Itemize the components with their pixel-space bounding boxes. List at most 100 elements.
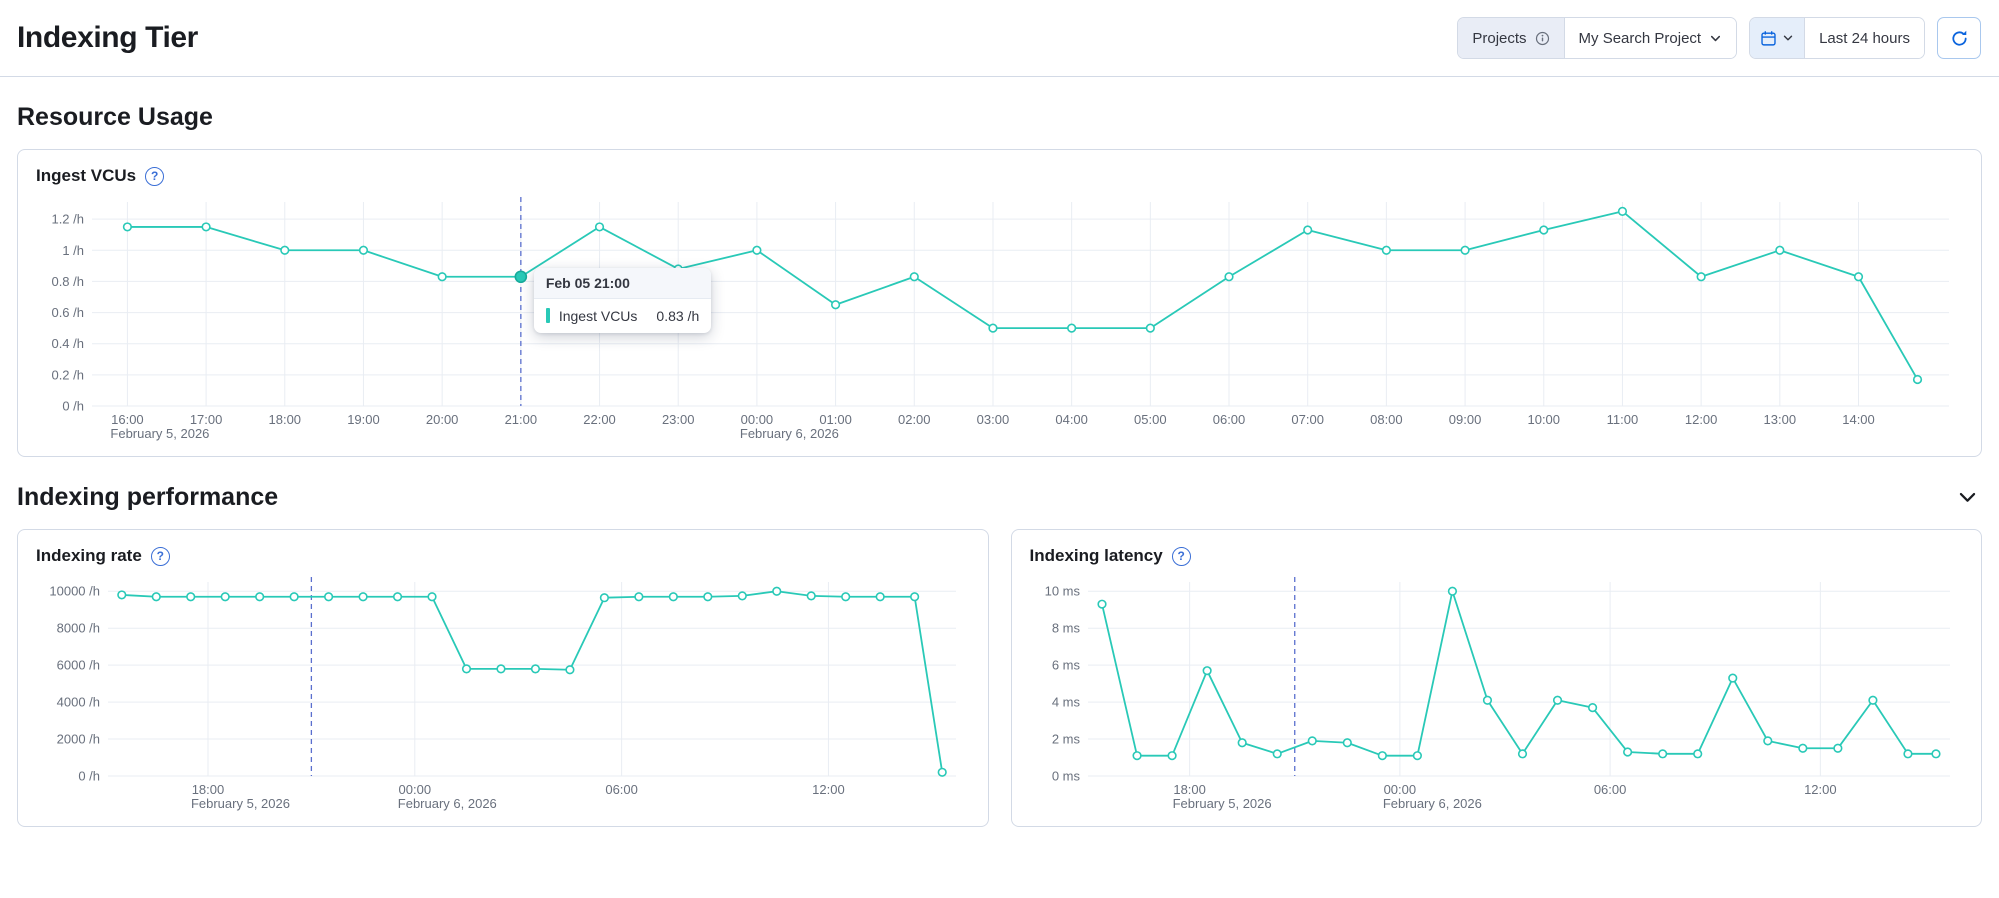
svg-text:0 /h: 0 /h bbox=[62, 399, 84, 414]
tooltip-series-swatch bbox=[545, 308, 550, 324]
time-range-label: Last 24 hours bbox=[1819, 29, 1910, 47]
svg-text:6 ms: 6 ms bbox=[1051, 658, 1080, 673]
svg-text:0 ms: 0 ms bbox=[1051, 769, 1080, 784]
svg-text:February 6, 2026: February 6, 2026 bbox=[740, 426, 839, 441]
svg-text:05:00: 05:00 bbox=[1134, 412, 1167, 427]
projects-button[interactable]: Projects bbox=[1458, 18, 1565, 58]
projects-label: Projects bbox=[1472, 29, 1527, 47]
svg-text:06:00: 06:00 bbox=[1593, 782, 1626, 797]
svg-text:17:00: 17:00 bbox=[190, 412, 223, 427]
svg-text:21:00: 21:00 bbox=[505, 412, 538, 427]
indexing-rate-title-row: Indexing rate ? bbox=[36, 546, 970, 566]
svg-text:02:00: 02:00 bbox=[898, 412, 931, 427]
main-content: Resource Usage Ingest VCUs ? 0 /h 0.2 /h 0… bbox=[0, 103, 1999, 827]
svg-text:4000 /h: 4000 /h bbox=[57, 695, 100, 710]
svg-text:12:00: 12:00 bbox=[1685, 412, 1718, 427]
project-dropdown[interactable]: My Search Project bbox=[1564, 18, 1737, 58]
help-icon[interactable]: ? bbox=[1171, 546, 1191, 566]
project-name: My Search Project bbox=[1578, 29, 1702, 47]
top-bar: Indexing Tier Projects My Search Project bbox=[0, 0, 1999, 76]
chevron-down-icon bbox=[1782, 32, 1794, 44]
svg-text:09:00: 09:00 bbox=[1449, 412, 1482, 427]
indexing-performance-cards: Indexing rate ? 0 /h 2000 /h 4000 /h 6000 /… bbox=[17, 529, 1982, 827]
section-title-resource-usage: Resource Usage bbox=[17, 103, 213, 131]
svg-text:10000 /h: 10000 /h bbox=[49, 584, 100, 599]
calendar-icon bbox=[1760, 30, 1777, 47]
ingest-vcus-title-row: Ingest VCUs ? bbox=[36, 166, 1963, 186]
chevron-down-icon bbox=[1957, 487, 1978, 508]
chevron-down-icon bbox=[1709, 32, 1722, 45]
svg-text:23:00: 23:00 bbox=[662, 412, 695, 427]
page-title: Indexing Tier bbox=[17, 21, 198, 54]
svg-text:10:00: 10:00 bbox=[1527, 412, 1560, 427]
svg-text:11:00: 11:00 bbox=[1607, 412, 1639, 427]
svg-text:18:00: 18:00 bbox=[269, 412, 302, 427]
date-picker-group: Last 24 hours bbox=[1749, 17, 1925, 59]
svg-text:8 ms: 8 ms bbox=[1051, 621, 1080, 636]
project-selector-group: Projects My Search Project bbox=[1457, 17, 1738, 59]
ingest-vcus-title: Ingest VCUs bbox=[36, 166, 137, 185]
svg-text:February 6, 2026: February 6, 2026 bbox=[398, 796, 497, 811]
svg-text:6000 /h: 6000 /h bbox=[57, 658, 100, 673]
svg-text:0.6 /h: 0.6 /h bbox=[51, 305, 84, 320]
help-icon[interactable]: ? bbox=[150, 546, 170, 566]
svg-text:01:00: 01:00 bbox=[819, 412, 852, 427]
svg-text:22:00: 22:00 bbox=[583, 412, 616, 427]
refresh-button[interactable] bbox=[1937, 17, 1981, 59]
header-divider bbox=[0, 76, 1999, 77]
svg-text:06:00: 06:00 bbox=[1213, 412, 1246, 427]
svg-text:February 6, 2026: February 6, 2026 bbox=[1382, 796, 1481, 811]
svg-text:08:00: 08:00 bbox=[1370, 412, 1403, 427]
tooltip-timestamp: Feb 05 21:00 bbox=[533, 267, 712, 299]
svg-text:07:00: 07:00 bbox=[1291, 412, 1324, 427]
indexing-rate-card: Indexing rate ? 0 /h 2000 /h 4000 /h 6000 /… bbox=[17, 529, 989, 827]
time-range-button[interactable]: Last 24 hours bbox=[1805, 18, 1924, 58]
header-controls: Projects My Search Project bbox=[1457, 17, 1981, 59]
svg-text:1 /h: 1 /h bbox=[62, 243, 84, 258]
svg-text:03:00: 03:00 bbox=[977, 412, 1010, 427]
svg-text:February 5, 2026: February 5, 2026 bbox=[191, 796, 290, 811]
indexing-performance-section-header: Indexing performance bbox=[17, 483, 1982, 512]
svg-text:0.8 /h: 0.8 /h bbox=[51, 274, 84, 289]
refresh-icon bbox=[1950, 29, 1969, 48]
ingest-vcus-chart[interactable]: 0 /h 0.2 /h 0.4 /h 0.6 /h 0.8 /h 1 /h 1.2 /h 16… bbox=[36, 192, 1963, 442]
info-icon bbox=[1535, 31, 1550, 46]
tooltip-series-label: Ingest VCUs bbox=[558, 307, 638, 324]
svg-text:13:00: 13:00 bbox=[1764, 412, 1797, 427]
svg-text:00:00: 00:00 bbox=[1383, 782, 1416, 797]
svg-text:February 5, 2026: February 5, 2026 bbox=[1172, 796, 1271, 811]
page: Indexing Tier Projects My Search Project bbox=[0, 0, 1999, 827]
svg-text:0.4 /h: 0.4 /h bbox=[51, 336, 84, 351]
svg-text:12:00: 12:00 bbox=[1804, 782, 1837, 797]
indexing-latency-title: Indexing latency bbox=[1029, 546, 1163, 565]
date-quick-select-button[interactable] bbox=[1750, 18, 1806, 58]
indexing-latency-title-row: Indexing latency ? bbox=[1030, 546, 1964, 566]
svg-text:00:00: 00:00 bbox=[741, 412, 774, 427]
tooltip-series-row: Ingest VCUs 0.83 /h bbox=[534, 299, 711, 333]
svg-text:4 ms: 4 ms bbox=[1051, 695, 1080, 710]
tooltip-value: 0.83 /h bbox=[656, 307, 700, 324]
svg-text:12:00: 12:00 bbox=[812, 782, 845, 797]
indexing-rate-chart[interactable]: 0 /h 2000 /h 4000 /h 6000 /h 8000 /h 10000 /h… bbox=[36, 572, 970, 812]
collapse-section-button[interactable] bbox=[1953, 483, 1982, 512]
svg-text:0.2 /h: 0.2 /h bbox=[51, 367, 84, 382]
svg-text:04:00: 04:00 bbox=[1055, 412, 1088, 427]
svg-text:18:00: 18:00 bbox=[192, 782, 225, 797]
svg-text:20:00: 20:00 bbox=[426, 412, 459, 427]
ingest-vcus-card: Ingest VCUs ? 0 /h 0.2 /h 0.4 /h 0.6 /h 0.8 … bbox=[17, 149, 1982, 457]
svg-text:8000 /h: 8000 /h bbox=[57, 621, 100, 636]
svg-text:00:00: 00:00 bbox=[399, 782, 432, 797]
svg-text:2 ms: 2 ms bbox=[1051, 732, 1080, 747]
svg-text:14:00: 14:00 bbox=[1842, 412, 1875, 427]
svg-text:18:00: 18:00 bbox=[1173, 782, 1206, 797]
indexing-rate-title: Indexing rate bbox=[36, 546, 142, 565]
svg-text:06:00: 06:00 bbox=[605, 782, 638, 797]
svg-text:19:00: 19:00 bbox=[347, 412, 380, 427]
indexing-latency-chart[interactable]: 0 ms 2 ms 4 ms 6 ms 8 ms 10 ms 18:00 February 5… bbox=[1030, 572, 1964, 812]
svg-text:1.2 /h: 1.2 /h bbox=[51, 212, 84, 227]
section-title-indexing-performance: Indexing performance bbox=[17, 483, 279, 511]
svg-text:10 ms: 10 ms bbox=[1044, 584, 1080, 599]
help-icon[interactable]: ? bbox=[145, 166, 165, 186]
resource-usage-section-header: Resource Usage bbox=[17, 103, 1982, 132]
indexing-latency-card: Indexing latency ? 0 ms 2 ms 4 ms 6 ms 8 ms 1… bbox=[1010, 529, 1982, 827]
